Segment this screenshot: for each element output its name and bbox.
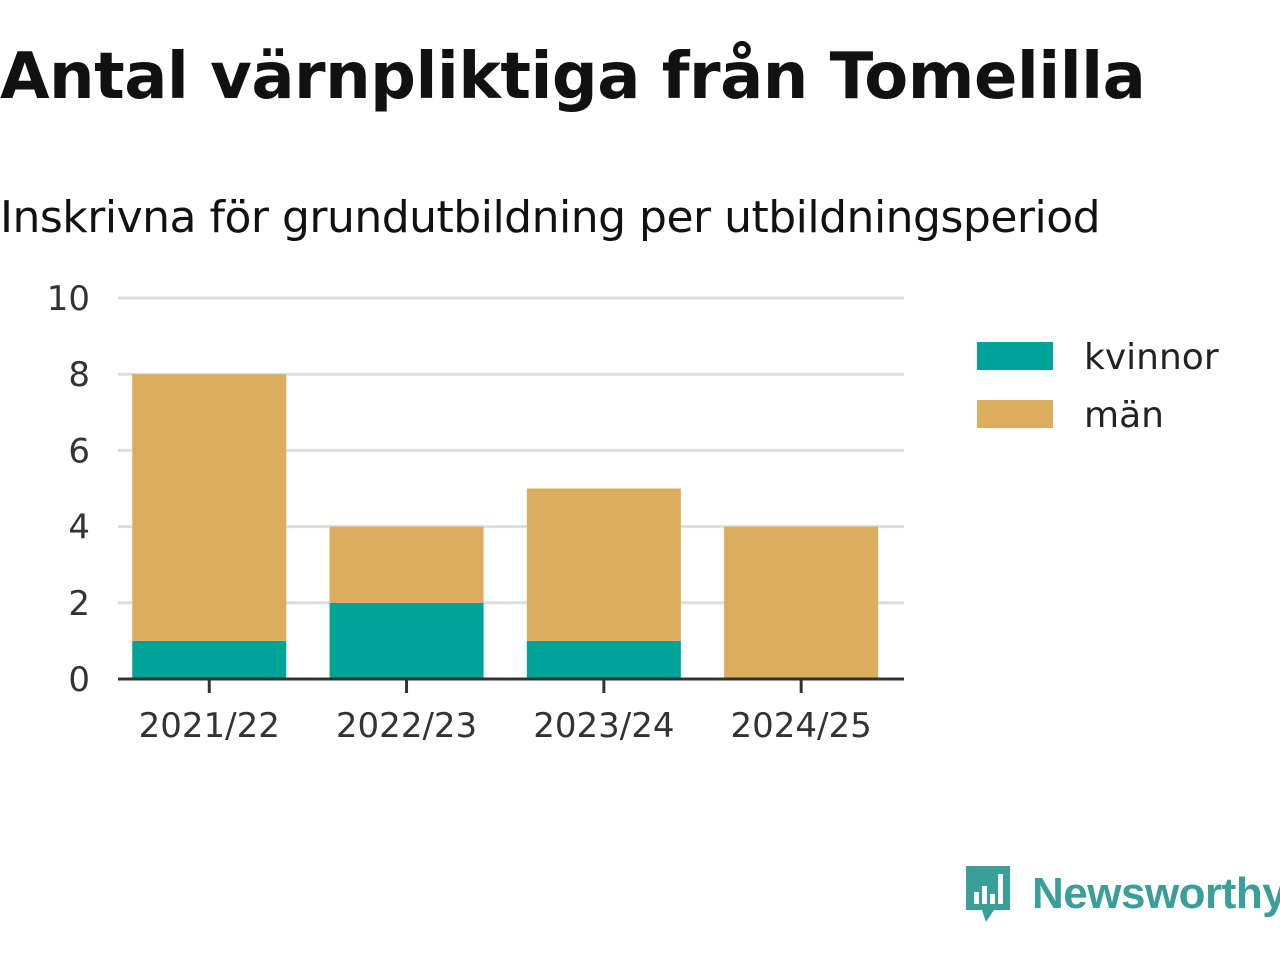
brand-name: Newsworthy: [1032, 869, 1280, 918]
y-tick-label: 10: [47, 279, 90, 319]
bar-2022-23-series-0: [329, 602, 484, 679]
brand-logo: Newsworthy: [962, 862, 1280, 926]
bar-2022-23-series-1: [329, 526, 484, 603]
x-tick-label: 2022/23: [336, 706, 477, 746]
legend-swatch: [977, 342, 1053, 370]
bars: [132, 374, 879, 679]
x-tick-label: 2021/22: [139, 706, 280, 746]
bar-2024-25-series-1: [724, 526, 879, 679]
y-tick-label: 0: [68, 660, 90, 700]
legend: kvinnor män: [977, 337, 1219, 436]
legend-swatch: [977, 400, 1053, 428]
bar-2021-22-series-1: [132, 374, 287, 641]
y-tick-label: 2: [68, 584, 90, 624]
x-tick-label: 2023/24: [533, 706, 674, 746]
legend-label: kvinnor: [1084, 337, 1219, 378]
newsworthy-logo-icon: [966, 866, 1010, 922]
x-tick-label: 2024/25: [731, 706, 872, 746]
bar-2023-24-series-1: [526, 488, 681, 641]
y-tick-label: 6: [68, 431, 90, 471]
chart-title: Antal värnpliktiga från Tomelilla: [0, 40, 1146, 114]
bar-2023-24-series-0: [526, 640, 681, 679]
bar-2021-22-series-0: [132, 640, 287, 679]
chart-subtitle: Inskrivna för grundutbildning per utbild…: [0, 192, 1101, 243]
legend-label: män: [1084, 395, 1164, 436]
y-tick-label: 8: [68, 355, 90, 395]
y-tick-label: 4: [68, 508, 90, 548]
axes: 0 2 4 6 8 10 2021/22 2022/23 2023/24 2024/25: [47, 279, 904, 746]
